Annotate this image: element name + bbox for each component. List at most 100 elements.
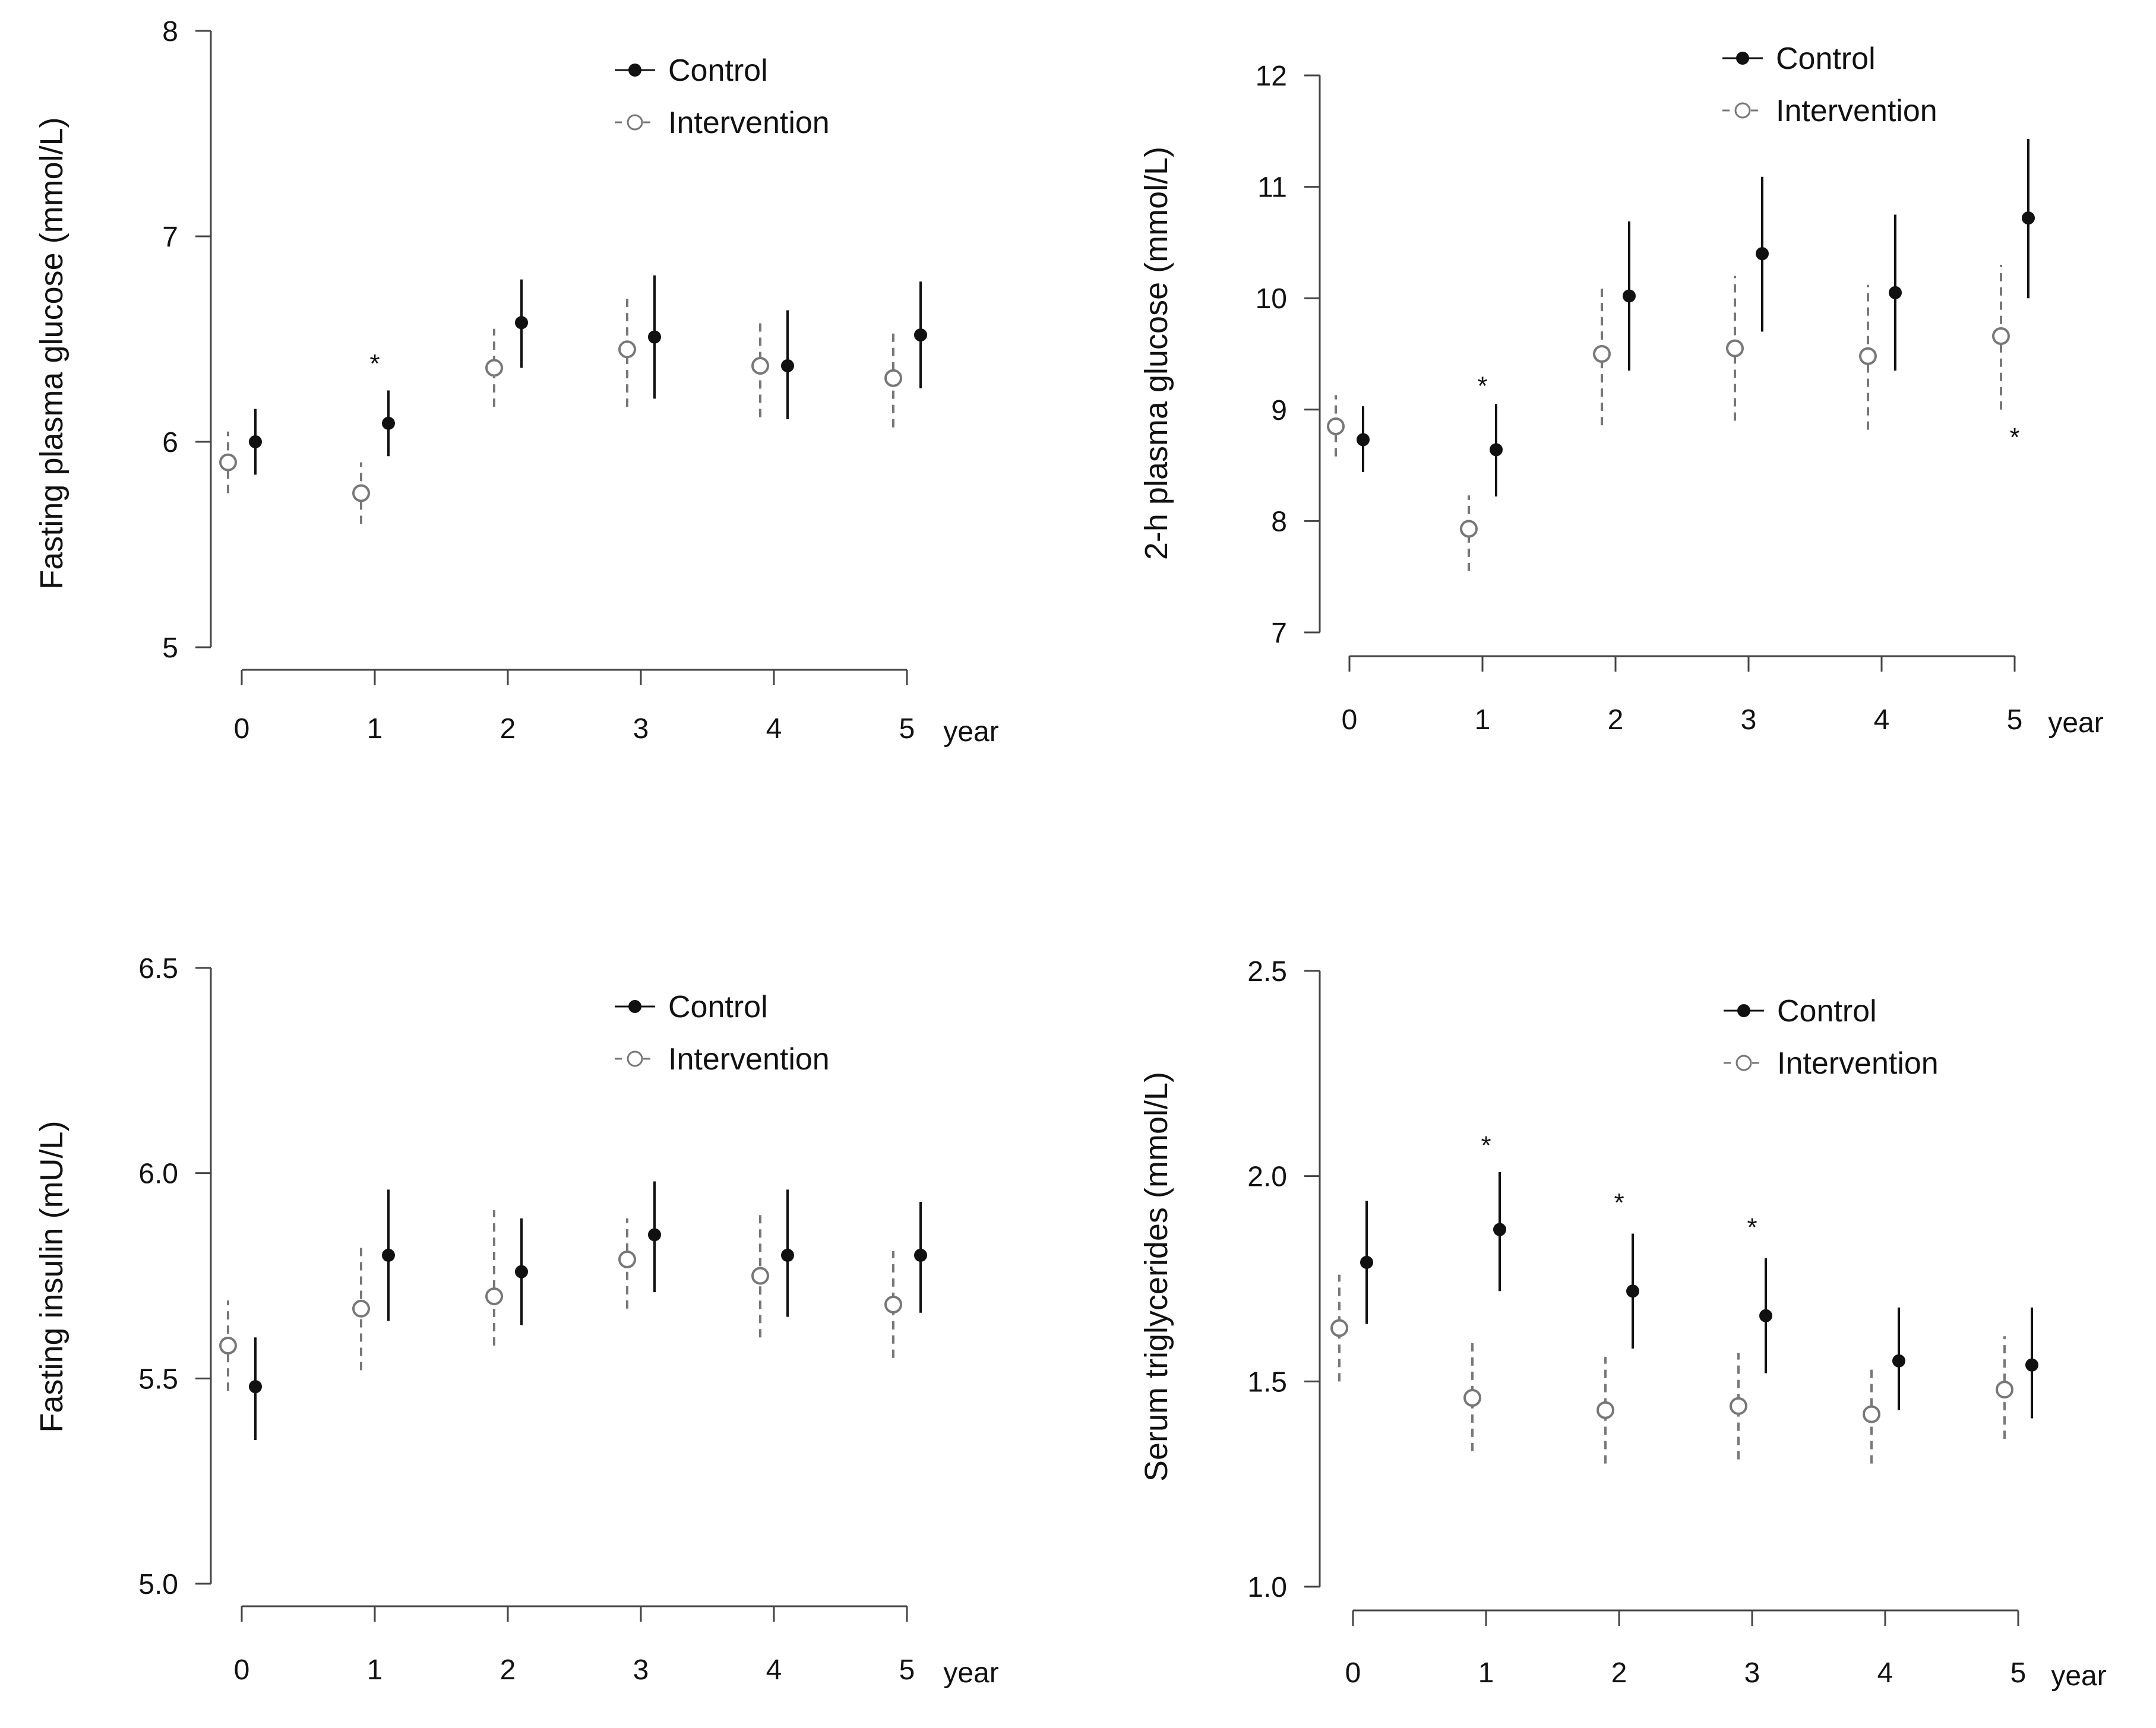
control-point: [382, 1248, 395, 1262]
legend-marker-intervention: [1734, 102, 1751, 119]
legend: Control Intervention: [1724, 994, 1939, 1081]
x-tick-label: 2: [500, 713, 516, 745]
x-axis-label: year: [2051, 1660, 2106, 1692]
control-point: [249, 435, 262, 448]
intervention-point: [352, 484, 370, 502]
y-tick-label: 2.5: [1247, 956, 1287, 988]
intervention-point: [1863, 1405, 1880, 1423]
control-point: [1892, 1354, 1905, 1368]
x-tick-label: 1: [367, 1654, 383, 1686]
control-point: [1360, 1255, 1373, 1269]
intervention-point: [1463, 1388, 1481, 1407]
y-axis-label: Fasting plasma glucose (mmol/L): [34, 117, 69, 589]
intervention-point: [1330, 1319, 1348, 1337]
y-tick-label: 6.5: [138, 953, 178, 985]
x-tick-label: 3: [633, 713, 649, 745]
legend-marker-control: [1737, 1004, 1750, 1017]
significance-star: *: [2009, 423, 2019, 452]
y-tick-label: 8: [162, 16, 178, 48]
control-point: [648, 1228, 661, 1242]
control-point: [515, 1265, 528, 1278]
legend: Control Intervention: [615, 990, 830, 1077]
y-tick-label: 9: [1271, 395, 1287, 426]
intervention-point: [485, 359, 503, 377]
intervention-point: [1730, 1397, 1747, 1415]
x-tick-label: 0: [1342, 704, 1358, 736]
x-tick-label: 1: [1475, 704, 1491, 736]
y-tick-label: 1.0: [1247, 1572, 1287, 1603]
x-tick-label: 4: [766, 1654, 782, 1686]
legend-label-intervention: Intervention: [668, 106, 830, 140]
significance-star: *: [1477, 372, 1487, 401]
intervention-point: [1593, 345, 1611, 363]
legend-label-intervention: Intervention: [1777, 1046, 1939, 1081]
intervention-point: [1597, 1401, 1614, 1419]
control-point: [1626, 1284, 1639, 1298]
legend-marker-control: [1736, 52, 1749, 65]
x-tick-label: 3: [1741, 704, 1757, 736]
y-tick-label: 11: [1257, 172, 1287, 204]
y-axis-label: Fasting insulin (mU/L): [34, 1121, 69, 1432]
control-point: [781, 1248, 794, 1262]
x-tick-label: 4: [1874, 704, 1890, 736]
control-point: [1889, 286, 1902, 299]
x-tick-label: 5: [899, 713, 915, 745]
legend-label-control: Control: [668, 990, 768, 1024]
legend-marker-control: [628, 1000, 641, 1013]
y-axis-label: Serum triglycerides (mmol/L): [1139, 1072, 1174, 1482]
y-axis-label: 2-h plasma glucose (mmol/L): [1139, 147, 1174, 560]
legend-marker-intervention: [1735, 1055, 1752, 1071]
intervention-point: [1992, 327, 2010, 345]
intervention-point: [219, 453, 237, 471]
x-tick-label: 3: [633, 1654, 649, 1686]
intervention-point: [1460, 520, 1478, 538]
intervention-point: [352, 1299, 370, 1318]
chart-panel-fasting-glucose: 5 6 7 8 0 1 2 3 4 5 year Fasting plasma glucose (mm…: [34, 16, 999, 748]
control-point: [914, 328, 927, 342]
y-tick-label: 6.0: [138, 1159, 178, 1190]
intervention-point: [1726, 339, 1744, 357]
control-point: [1759, 1309, 1772, 1322]
intervention-point: [618, 1250, 636, 1268]
significance-star: *: [369, 349, 380, 378]
y-tick-label: 12: [1256, 61, 1287, 92]
y-tick-label: 5: [162, 632, 178, 664]
x-tick-label: 3: [1744, 1657, 1760, 1689]
x-tick-label: 4: [1877, 1657, 1893, 1689]
control-point: [382, 416, 395, 430]
legend-label-control: Control: [1777, 994, 1877, 1028]
significance-star: *: [1481, 1131, 1491, 1160]
x-axis-label: year: [943, 1657, 998, 1689]
y-tick-label: 5.5: [138, 1363, 178, 1395]
chart-panel-fasting-insulin: 5.0 5.5 6.0 6.5 0 1 2 3 4 5 year Fasting insulin (m…: [34, 953, 999, 1689]
control-point: [648, 330, 661, 344]
x-tick-label: 2: [500, 1654, 516, 1686]
intervention-point: [751, 356, 769, 375]
x-tick-label: 5: [2007, 704, 2023, 736]
y-tick-label: 5.0: [138, 1569, 178, 1600]
control-point: [1756, 247, 1769, 261]
x-tick-label: 0: [234, 713, 250, 745]
control-point: [249, 1380, 262, 1394]
control-point: [515, 316, 528, 330]
y-tick-label: 10: [1256, 283, 1287, 315]
x-tick-label: 1: [367, 713, 383, 745]
intervention-point: [884, 1295, 902, 1314]
intervention-point: [1859, 347, 1877, 365]
control-point: [1357, 433, 1370, 447]
x-tick-label: 0: [234, 1654, 250, 1686]
legend-label-control: Control: [1776, 42, 1876, 76]
intervention-point: [485, 1287, 503, 1306]
legend-marker-intervention: [627, 1050, 643, 1067]
x-axis-label: year: [2048, 707, 2103, 739]
control-point: [1493, 1223, 1506, 1236]
x-tick-label: 5: [2010, 1657, 2027, 1689]
x-axis-label: year: [943, 716, 998, 748]
legend-label-control: Control: [668, 53, 768, 88]
x-tick-label: 2: [1611, 1657, 1627, 1689]
intervention-point: [618, 340, 636, 359]
y-tick-label: 2.0: [1247, 1162, 1287, 1193]
control-point: [2022, 211, 2035, 225]
